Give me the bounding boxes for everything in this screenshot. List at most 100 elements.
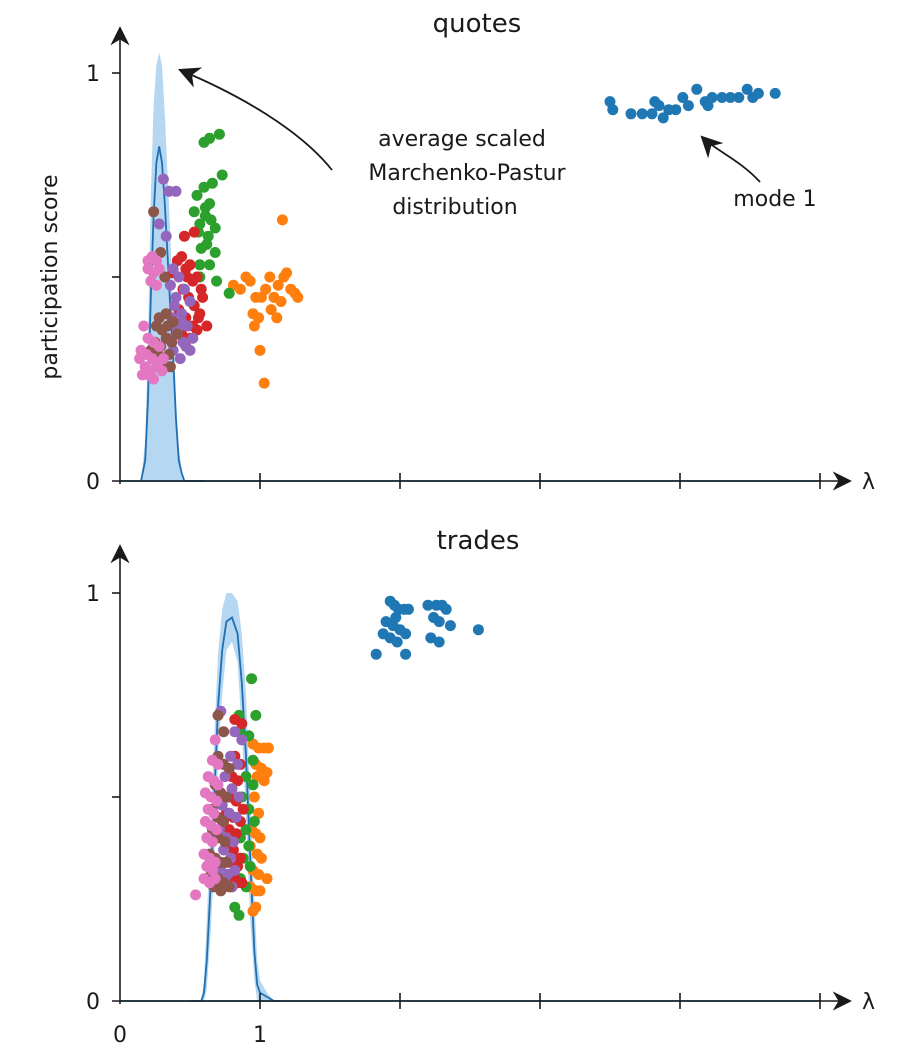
annotation-mp-arrow [178,67,333,171]
quotes-mode-2-point [276,214,288,226]
trades-mode-5-point [225,750,237,762]
quotes-mode-1-point [706,92,718,103]
quotes-mode-7-point [153,340,165,352]
quotes-mode-3-point [213,128,225,140]
trades-mode-6-point [215,885,227,897]
quotes-mode-1-point [741,83,753,95]
trades-mode-6-point [220,856,232,868]
trades-mode-2-point [254,885,266,897]
trades-mode-5-point [229,726,241,738]
quotes-mode-1-point [670,104,682,116]
trades-mode-3-point [246,673,258,685]
quotes-y-tick-label-0: 0 [86,470,100,495]
quotes-mode-6-point [167,316,179,328]
trades-mode-3-point [240,771,252,783]
quotes-mode-5-point [178,283,190,295]
quotes-title: quotes [433,9,522,39]
quotes-mode-5-point [184,296,196,307]
annotation-mp-line-1: average scaled [378,127,546,152]
trades-mode-5-point [232,758,244,770]
trades-mode-1-point [400,628,412,640]
quotes-mode-1-point [677,92,689,103]
quotes-mode-5-point [170,185,182,197]
trades-mode-7-point [209,734,221,746]
quotes-mode-4-point [188,226,200,238]
trades-mode-1-point [402,603,414,615]
trades-mode-5-point [226,783,238,795]
quotes-mode-4-point [191,271,203,283]
trades-mp-layer [190,593,281,1002]
trades-mode-3-point [247,754,259,766]
trades-mode-6-point [212,709,224,721]
quotes-mode-2-point [272,279,284,291]
trades-mode-5-point [229,864,241,876]
trades-points [190,595,484,921]
annotation-mp-line-2: Marchenko-Pastur [368,161,566,186]
quotes-mode-4-point [176,251,188,263]
quotes-mode-6-point [171,328,183,340]
quotes-mode-7-point [156,365,168,377]
quotes-mode-5-point [173,271,185,283]
quotes-mode-1-point [607,104,619,116]
trades-x-tick-label-1: 1 [253,1023,267,1048]
quotes-mode-3-point [204,132,216,144]
panel-trades: trades 1 0 0 1 λ [86,526,875,1048]
trades-mode-2-point [253,869,265,880]
quotes-mode-5-point [174,353,186,365]
quotes-mode-4-point [195,283,207,295]
quotes-mode-4-point [178,230,190,242]
trades-mode-1-point [400,648,412,660]
trades-y-tick-label-0: 0 [86,990,100,1015]
quotes-mode-5-point [169,300,181,312]
quotes-mode-5-point [167,263,179,275]
trades-mode-7-point [206,836,218,848]
trades-mode-4-point [236,718,248,730]
annotation-mp-line-3: distribution [392,195,517,220]
trades-mode-2-point [247,905,259,917]
trades-mode-5-point [233,791,245,803]
trades-mode-1-point [391,636,403,648]
trades-mode-5-point [218,844,230,856]
quotes-mode-3-point [209,222,221,234]
quotes-mode-7-point [138,320,150,332]
trades-mode-3-point [233,909,245,921]
quotes-mode-6-point [148,206,160,218]
quotes-mode-3-point [198,181,210,193]
trades-mode-5-point [227,836,239,848]
quotes-mode-4-point [201,320,213,332]
trades-mode-7-point [190,889,202,901]
trades-mode-3-point [244,860,256,872]
quotes-mode-1-point [769,87,781,99]
annotation-mode1: mode 1 [733,187,816,212]
trades-mode-6-point [219,836,231,848]
trades-mode-1-point [433,636,445,648]
quotes-mode-2-point [271,312,283,324]
annotation-mode1-arrow [700,135,761,183]
quotes-mode-1-point [636,108,648,120]
quotes-mode-4-point [184,259,196,271]
trades-mode-6-point [218,816,230,827]
trades-mode-3-point [240,824,252,836]
quotes-mode-4-point [181,271,193,283]
trades-mode-6-point [223,762,235,774]
trades-mode-7-point [212,758,224,770]
quotes-mode-1-point [625,108,637,120]
quotes-mode-4-point [191,324,203,336]
trades-mode-3-point [243,840,255,852]
quotes-mode-1-point [653,100,665,112]
quotes-mode-2-point [265,304,277,316]
trades-mode-1-point [444,620,456,632]
trades-mode-1-point [433,616,445,628]
quotes-mode-1-point [691,83,703,95]
trades-mode-7-point [212,779,224,791]
quotes-points [134,83,781,389]
trades-mode-3-point [247,779,259,791]
trades-mode-3-point [250,709,262,721]
quotes-mode-2-point [275,296,287,307]
quotes-mode-1-point [646,108,658,120]
quotes-mode-7-point [153,263,165,275]
trades-mode-6-point [223,881,235,893]
quotes-mode-2-point [234,283,246,295]
trades-mode-1-point [472,624,484,636]
